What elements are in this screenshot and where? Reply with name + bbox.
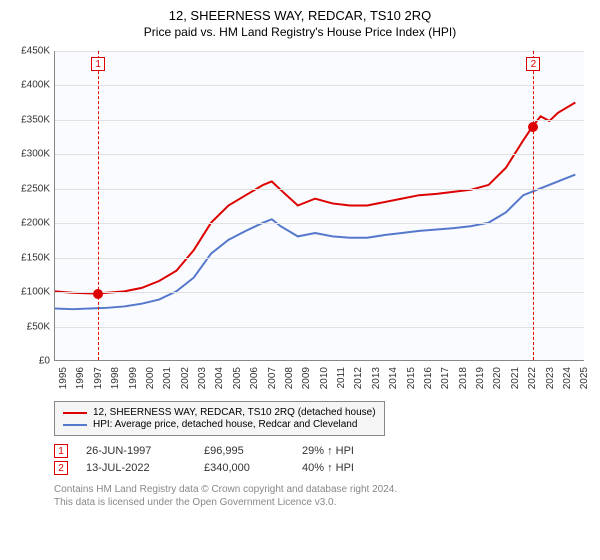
x-axis-label: 1997 <box>93 367 104 389</box>
sale-delta-1: 29% ↑ HPI <box>302 445 354 457</box>
x-axis-label: 2003 <box>197 367 208 389</box>
x-axis-label: 2016 <box>423 367 434 389</box>
y-axis-label: £100K <box>10 287 50 298</box>
legend-swatch-1 <box>63 412 87 414</box>
x-axis-label: 2006 <box>249 367 260 389</box>
y-axis-label: £300K <box>10 149 50 160</box>
y-axis-label: £200K <box>10 218 50 229</box>
plot-area: 12 <box>54 51 584 361</box>
x-axis-label: 2020 <box>492 367 503 389</box>
x-axis-label: 2023 <box>545 367 556 389</box>
footer-line-1: Contains HM Land Registry data © Crown c… <box>54 483 588 496</box>
x-axis-label: 2009 <box>301 367 312 389</box>
sale-marker-box-1: 1 <box>91 57 105 71</box>
legend-item-2: HPI: Average price, detached house, Redc… <box>63 419 376 430</box>
y-axis-label: £400K <box>10 80 50 91</box>
x-axis-label: 2013 <box>371 367 382 389</box>
legend-item-1: 12, SHEERNESS WAY, REDCAR, TS10 2RQ (det… <box>63 407 376 418</box>
legend-label-2: HPI: Average price, detached house, Redc… <box>93 419 357 430</box>
x-axis-label: 2024 <box>562 367 573 389</box>
x-axis-label: 2014 <box>388 367 399 389</box>
sale-row-2: 2 13-JUL-2022 £340,000 40% ↑ HPI <box>54 461 588 475</box>
x-axis-label: 2015 <box>406 367 417 389</box>
x-axis-label: 1998 <box>110 367 121 389</box>
sale-marker-2: 2 <box>54 461 68 475</box>
x-axis-label: 2012 <box>353 367 364 389</box>
chart-area: 12 £0£50K£100K£150K£200K£250K£300K£350K£… <box>12 47 588 397</box>
sale-date-2: 13-JUL-2022 <box>86 462 186 474</box>
chart-title: 12, SHEERNESS WAY, REDCAR, TS10 2RQ <box>12 8 588 23</box>
sale-date-1: 26-JUN-1997 <box>86 445 186 457</box>
footer-line-2: This data is licensed under the Open Gov… <box>54 496 588 509</box>
sale-row-1: 1 26-JUN-1997 £96,995 29% ↑ HPI <box>54 444 588 458</box>
sales-table: 1 26-JUN-1997 £96,995 29% ↑ HPI 2 13-JUL… <box>54 444 588 475</box>
x-axis-label: 2002 <box>180 367 191 389</box>
y-axis-label: £50K <box>10 321 50 332</box>
sale-price-2: £340,000 <box>204 462 284 474</box>
sale-dot-2 <box>528 122 538 132</box>
y-axis-label: £150K <box>10 252 50 263</box>
x-axis-label: 2008 <box>284 367 295 389</box>
x-axis-label: 2019 <box>475 367 486 389</box>
x-axis-label: 2007 <box>267 367 278 389</box>
sale-dot-1 <box>93 289 103 299</box>
x-axis-label: 1996 <box>75 367 86 389</box>
legend-label-1: 12, SHEERNESS WAY, REDCAR, TS10 2RQ (det… <box>93 407 376 418</box>
footer: Contains HM Land Registry data © Crown c… <box>54 483 588 509</box>
chart-container: 12, SHEERNESS WAY, REDCAR, TS10 2RQ Pric… <box>0 0 600 560</box>
sale-marker-box-2: 2 <box>526 57 540 71</box>
sale-price-1: £96,995 <box>204 445 284 457</box>
x-axis-label: 2022 <box>527 367 538 389</box>
line-series-svg <box>55 51 584 360</box>
x-axis-label: 2018 <box>458 367 469 389</box>
x-axis-label: 1995 <box>58 367 69 389</box>
sale-delta-2: 40% ↑ HPI <box>302 462 354 474</box>
x-axis-label: 2011 <box>336 367 347 389</box>
chart-subtitle: Price paid vs. HM Land Registry's House … <box>12 25 588 39</box>
legend-swatch-2 <box>63 424 87 426</box>
x-axis-label: 2021 <box>510 367 521 389</box>
legend: 12, SHEERNESS WAY, REDCAR, TS10 2RQ (det… <box>54 401 385 436</box>
y-axis-label: £0 <box>10 356 50 367</box>
x-axis-label: 2005 <box>232 367 243 389</box>
sale-marker-1: 1 <box>54 444 68 458</box>
y-axis-label: £350K <box>10 114 50 125</box>
x-axis-label: 2004 <box>214 367 225 389</box>
x-axis-label: 2025 <box>579 367 590 389</box>
x-axis-label: 2001 <box>162 367 173 389</box>
x-axis-label: 1999 <box>128 367 139 389</box>
x-axis-label: 2010 <box>319 367 330 389</box>
x-axis-label: 2017 <box>440 367 451 389</box>
x-axis-label: 2000 <box>145 367 156 389</box>
y-axis-label: £250K <box>10 183 50 194</box>
y-axis-label: £450K <box>10 46 50 57</box>
